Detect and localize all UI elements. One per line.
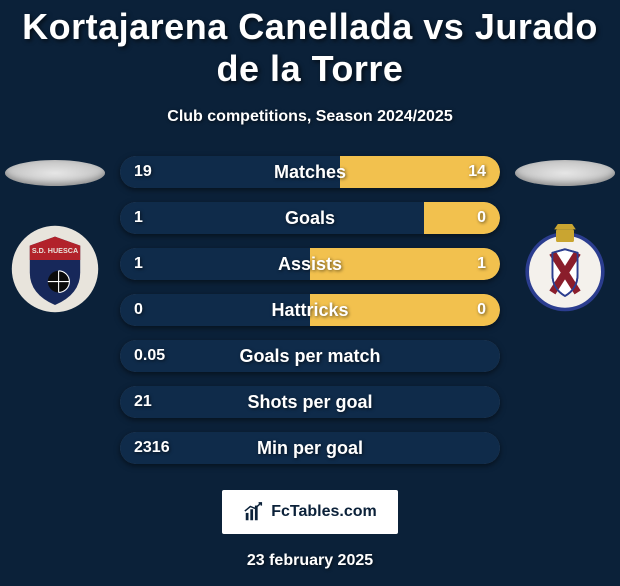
fctables-watermark: FcTables.com: [222, 490, 398, 534]
stat-row: Min per goal2316: [120, 432, 500, 464]
stat-bar-left: [120, 386, 500, 418]
deportivo-crest-icon: REAL CLUB DEPORTIVO: [520, 224, 610, 314]
stat-bar-right: [310, 248, 500, 280]
stat-bar-left: [120, 156, 340, 188]
huesca-crest-icon: S.D. HUESCA: [10, 224, 100, 314]
page-title: Kortajarena Canellada vs Jurado de la To…: [0, 6, 620, 90]
stat-row: Goals10: [120, 202, 500, 234]
stat-bar-right: [310, 294, 500, 326]
svg-text:S.D. HUESCA: S.D. HUESCA: [32, 246, 78, 255]
stat-row: Shots per goal21: [120, 386, 500, 418]
comparison-date: 23 february 2025: [0, 552, 620, 570]
stat-row: Matches1914: [120, 156, 500, 188]
stat-row: Hattricks00: [120, 294, 500, 326]
stat-bars: Matches1914 Goals10 Assists11 Hattricks00 Go…: [120, 156, 500, 478]
player-left-column: S.D. HUESCA: [0, 146, 110, 314]
stat-row: Goals per match0.05: [120, 340, 500, 372]
player-left-shadow: [5, 160, 105, 186]
stat-bar-right: [424, 202, 500, 234]
player-right-column: REAL CLUB DEPORTIVO: [510, 146, 620, 314]
huesca-crest: S.D. HUESCA: [10, 224, 100, 314]
season-subtitle: Club competitions, Season 2024/2025: [0, 108, 620, 126]
stat-bar-left: [120, 294, 310, 326]
watermark-label: FcTables.com: [271, 503, 377, 521]
stat-row: Assists11: [120, 248, 500, 280]
stat-bar-left: [120, 202, 424, 234]
stat-bar-left: [120, 432, 500, 464]
stat-bar-right: [340, 156, 500, 188]
deportivo-crest: REAL CLUB DEPORTIVO: [520, 224, 610, 314]
stat-bar-left: [120, 340, 500, 372]
svg-text:REAL CLUB DEPORTIVO: REAL CLUB DEPORTIVO: [520, 224, 584, 226]
comparison-stage: S.D. HUESCA REAL CLUB DEPORTIVO Matches1…: [0, 146, 620, 476]
chart-icon: [243, 501, 265, 523]
stat-bar-left: [120, 248, 310, 280]
player-right-shadow: [515, 160, 615, 186]
